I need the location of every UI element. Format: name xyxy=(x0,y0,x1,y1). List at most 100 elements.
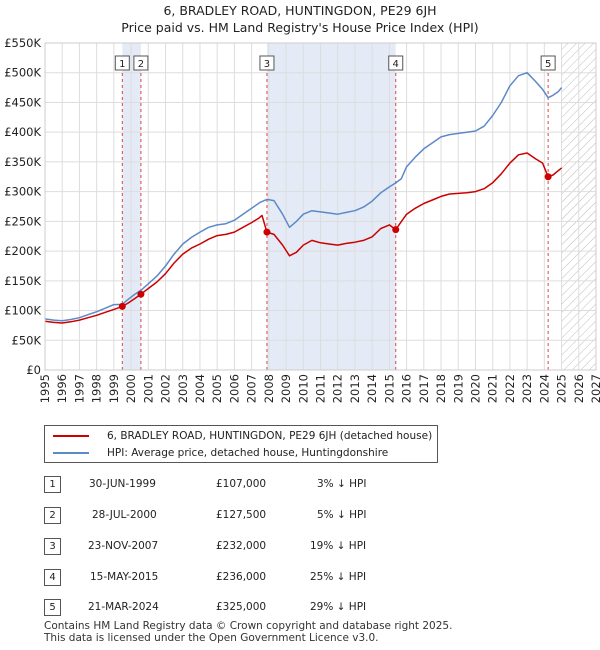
x-tick-label: 2003 xyxy=(176,374,190,403)
footer-copyright: Contains HM Land Registry data © Crown c… xyxy=(44,620,453,632)
sale-price: £236,000 xyxy=(216,571,267,583)
x-tick-label: 2019 xyxy=(451,374,465,403)
x-tick-label: 2004 xyxy=(193,374,207,403)
sale-date: 15-MAY-2015 xyxy=(90,571,159,583)
ownership-band xyxy=(122,43,141,370)
sale-date: 30-JUN-1999 xyxy=(89,478,156,490)
sale-price: £127,500 xyxy=(216,509,267,521)
legend-line-property xyxy=(53,435,89,437)
x-tick-label: 1996 xyxy=(55,374,69,403)
x-tick-label: 1997 xyxy=(72,374,86,403)
x-tick-label: 1999 xyxy=(107,374,121,403)
sale-point xyxy=(544,173,552,181)
y-tick-label: £100K xyxy=(4,304,41,318)
legend-label-property: 6, BRADLEY ROAD, HUNTINGDON, PE29 6JH (d… xyxy=(107,430,433,442)
ownership-band xyxy=(266,43,396,370)
x-tick-label: 2024 xyxy=(537,374,551,403)
sale-number-badge: 5 xyxy=(44,599,61,616)
x-tick-label: 2014 xyxy=(365,374,379,403)
x-tick-label: 2020 xyxy=(468,374,482,403)
x-tick-label: 2007 xyxy=(245,374,259,403)
table-row: 3 23-NOV-2007 £232,000 19% ↓ HPI xyxy=(44,536,464,556)
x-tick-label: 1998 xyxy=(90,374,104,403)
sale-hpi-diff: 19% ↓ HPI xyxy=(310,540,367,552)
sale-marker-box xyxy=(133,55,149,71)
price-chart: 1 2 3 4 5 £0 £50K £100K £150K £200K £250K £300K £35… xyxy=(4,36,600,403)
x-tick-label: 2025 xyxy=(555,374,569,403)
plot-frame xyxy=(44,42,597,371)
x-tick-label: 2015 xyxy=(382,374,396,403)
y-tick-label: £400K xyxy=(4,125,41,139)
sale-marker-label: 5 xyxy=(545,59,551,70)
footer: Contains HM Land Registry data © Crown c… xyxy=(44,620,452,644)
table-row: 1 30-JUN-1999 £107,000 3% ↓ HPI xyxy=(44,474,464,494)
x-tick-label: 2016 xyxy=(400,374,414,403)
title-line-2: Price paid vs. HM Land Registry's House … xyxy=(121,20,479,35)
sale-date: 21-MAR-2024 xyxy=(88,601,159,613)
hpi-line xyxy=(44,71,563,322)
x-tick-label: 2000 xyxy=(124,374,138,403)
legend-item-property: 6, BRADLEY ROAD, HUNTINGDON, PE29 6JH (d… xyxy=(53,428,432,444)
sale-number-badge: 2 xyxy=(44,507,61,524)
sale-marker-box xyxy=(259,55,275,71)
y-tick-label: £550K xyxy=(4,36,41,50)
legend-label-hpi: HPI: Average price, detached house, Hunt… xyxy=(107,447,389,459)
sale-point xyxy=(263,228,271,236)
x-tick-label: 2002 xyxy=(159,374,173,403)
x-tick-label: 2009 xyxy=(279,374,293,403)
title-line-1: 6, BRADLEY ROAD, HUNTINGDON, PE29 6JH xyxy=(163,3,437,18)
sale-price: £232,000 xyxy=(216,540,267,552)
x-tick-label: 1995 xyxy=(38,374,52,403)
legend: 6, BRADLEY ROAD, HUNTINGDON, PE29 6JH (d… xyxy=(44,425,438,463)
sale-number-badge: 1 xyxy=(44,476,61,493)
y-tick-label: £450K xyxy=(4,95,41,109)
table-row: 2 28-JUL-2000 £127,500 5% ↓ HPI xyxy=(44,505,464,525)
sale-point xyxy=(392,226,400,234)
sale-point xyxy=(118,302,126,310)
sale-marker-box xyxy=(540,55,556,71)
sale-date: 28-JUL-2000 xyxy=(92,509,157,521)
x-tick-label: 2017 xyxy=(417,374,431,403)
legend-line-hpi xyxy=(53,452,89,454)
x-tick-label: 2006 xyxy=(227,374,241,403)
x-tick-label: 2010 xyxy=(296,374,310,403)
legend-item-hpi: HPI: Average price, detached house, Hunt… xyxy=(53,445,388,461)
table-row: 5 21-MAR-2024 £325,000 29% ↓ HPI xyxy=(44,597,464,617)
sale-marker-label: 2 xyxy=(138,59,144,70)
chart-title: 6, BRADLEY ROAD, HUNTINGDON, PE29 6JH Pr… xyxy=(0,2,600,36)
sale-marker-box xyxy=(388,55,404,71)
x-tick-label: 2011 xyxy=(314,374,328,403)
sale-price: £325,000 xyxy=(216,601,267,613)
property-price-line xyxy=(44,152,563,324)
x-tick-label: 2005 xyxy=(210,374,224,403)
sale-date: 23-NOV-2007 xyxy=(88,540,159,552)
sale-hpi-diff: 29% ↓ HPI xyxy=(310,601,367,613)
sale-hpi-diff: 25% ↓ HPI xyxy=(310,571,367,583)
y-tick-label: £300K xyxy=(4,185,41,199)
x-tick-label: 2022 xyxy=(503,374,517,403)
x-tick-label: 2021 xyxy=(486,374,500,403)
table-row: 4 15-MAY-2015 £236,000 25% ↓ HPI xyxy=(44,567,464,587)
sale-hpi-diff: 5% ↓ HPI xyxy=(317,509,367,521)
y-tick-label: £200K xyxy=(4,244,41,258)
sale-number-badge: 4 xyxy=(44,569,61,586)
sale-marker-label: 4 xyxy=(393,59,399,70)
y-tick-label: £500K xyxy=(4,66,41,80)
sale-point xyxy=(137,290,145,298)
x-tick-label: 2018 xyxy=(434,374,448,403)
y-tick-label: £150K xyxy=(4,274,41,288)
sale-marker-label: 1 xyxy=(119,59,125,70)
x-tick-label: 2001 xyxy=(141,374,155,403)
sale-price: £107,000 xyxy=(216,478,267,490)
y-tick-label: £0 xyxy=(26,363,41,377)
sale-marker-label: 3 xyxy=(264,59,270,70)
x-tick-label: 2008 xyxy=(262,374,276,403)
x-tick-label: 2026 xyxy=(572,374,586,403)
x-tick-label: 2013 xyxy=(348,374,362,403)
sale-hpi-diff: 3% ↓ HPI xyxy=(317,478,367,490)
x-tick-label: 2027 xyxy=(589,374,600,403)
x-tick-label: 2023 xyxy=(520,374,534,403)
x-tick-label: 2012 xyxy=(331,374,345,403)
sale-marker-box xyxy=(114,55,130,71)
footer-licence: This data is licensed under the Open Gov… xyxy=(44,632,379,644)
